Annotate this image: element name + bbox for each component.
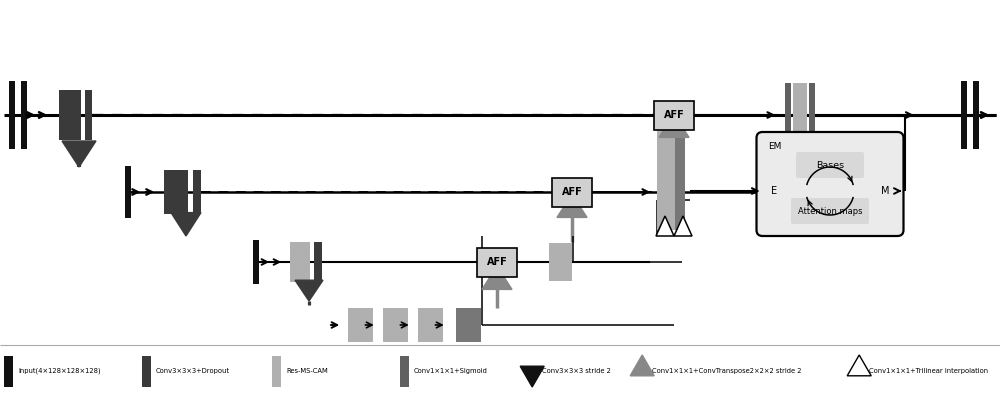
Text: Conv1×1×1+Sigmoid: Conv1×1×1+Sigmoid (414, 368, 488, 374)
Bar (418, 308, 442, 342)
Bar (84, 90, 92, 140)
Bar (253, 240, 259, 284)
Bar (272, 355, 280, 387)
Polygon shape (557, 194, 587, 218)
Polygon shape (295, 280, 323, 301)
Polygon shape (62, 141, 96, 167)
Text: AFF: AFF (664, 110, 684, 120)
Bar (59, 90, 81, 140)
FancyBboxPatch shape (796, 152, 864, 178)
Bar (193, 170, 201, 214)
Polygon shape (659, 114, 689, 137)
Text: Res-MS-CAM: Res-MS-CAM (286, 368, 328, 374)
Bar (382, 308, 408, 342)
Bar (4, 355, 12, 387)
Bar (973, 81, 979, 149)
Bar (348, 308, 372, 342)
Bar (657, 130, 679, 230)
Text: E: E (771, 186, 778, 196)
Text: Bases: Bases (816, 160, 844, 170)
Text: EM: EM (768, 142, 782, 151)
FancyBboxPatch shape (791, 198, 869, 224)
Bar (785, 83, 791, 148)
Bar (21, 81, 27, 149)
Bar (809, 83, 815, 148)
FancyBboxPatch shape (757, 132, 904, 236)
Text: AFF: AFF (487, 257, 507, 267)
Text: Attention maps: Attention maps (798, 206, 862, 216)
Bar (675, 130, 685, 230)
Text: Conv3×3×3 stride 2: Conv3×3×3 stride 2 (542, 368, 611, 374)
Bar (164, 170, 188, 214)
Polygon shape (674, 216, 692, 236)
Text: Conv1×1×1+Trilinear interpolation: Conv1×1×1+Trilinear interpolation (869, 368, 988, 374)
FancyBboxPatch shape (654, 100, 694, 129)
Bar (290, 242, 310, 282)
Bar (456, 308, 480, 342)
Text: M: M (881, 186, 890, 196)
Text: AFF: AFF (562, 187, 582, 197)
FancyBboxPatch shape (477, 247, 517, 276)
Bar (400, 355, 409, 387)
Bar (961, 81, 967, 149)
Polygon shape (630, 355, 654, 376)
Bar (548, 243, 572, 281)
Polygon shape (171, 213, 201, 236)
Polygon shape (520, 366, 544, 387)
Bar (9, 81, 15, 149)
Text: Conv1×1×1+ConvTranspose2×2×2 stride 2: Conv1×1×1+ConvTranspose2×2×2 stride 2 (652, 368, 802, 374)
FancyBboxPatch shape (552, 177, 592, 206)
Bar (314, 242, 322, 282)
Polygon shape (656, 216, 674, 236)
Text: Input(4×128×128×128): Input(4×128×128×128) (18, 368, 101, 374)
Polygon shape (847, 355, 871, 376)
Bar (125, 166, 131, 218)
Bar (793, 83, 807, 148)
Polygon shape (482, 266, 512, 289)
Text: Conv3×3×3+Dropout: Conv3×3×3+Dropout (156, 368, 230, 374)
Bar (142, 355, 150, 387)
